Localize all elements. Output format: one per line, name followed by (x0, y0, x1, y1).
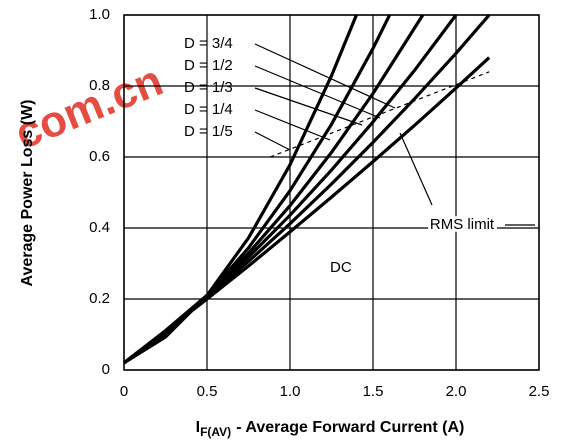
y-tick-label: 0.4 (89, 219, 110, 236)
series-label: D = 1/5 (184, 123, 233, 140)
x-tick-label: 1.5 (363, 383, 384, 400)
x-axis-symbol: I (196, 419, 200, 436)
y-tick-label: 0.2 (89, 290, 110, 307)
leader-line (399, 132, 433, 206)
plot-frame (123, 14, 540, 371)
y-tick-label: 0 (102, 361, 110, 378)
x-tick-label: 0.5 (197, 383, 218, 400)
leader-line (254, 43, 396, 109)
rms-limit-line (269, 71, 490, 158)
y-axis-title: Average Power Loss (W) (19, 99, 36, 286)
series-line (123, 14, 358, 365)
x-axis-subscript: F(AV) (200, 425, 231, 439)
leader-line (254, 65, 381, 119)
y-tick-label: 0.8 (89, 77, 110, 94)
x-tick-label: 2.5 (529, 383, 550, 400)
y-tick-label: 1.0 (89, 6, 110, 23)
x-tick-label: 1.0 (280, 383, 301, 400)
leader-line (254, 87, 363, 126)
series-label: D = 1/3 (184, 79, 233, 96)
series-label: D = 1/4 (184, 101, 233, 118)
series-line (123, 56, 491, 365)
x-axis-title: IF(AV) - Average Forward Current (A) (196, 419, 465, 439)
x-tick-label: 0 (120, 383, 128, 400)
series-label: DC (330, 259, 352, 276)
x-tick-label: 2.0 (446, 383, 467, 400)
x-axis-text: - Average Forward Current (A) (236, 419, 464, 436)
series-label: RMS limit (430, 216, 495, 233)
leader-line (254, 131, 291, 151)
series-label: D = 3/4 (184, 35, 233, 52)
series-label: D = 1/2 (184, 57, 233, 74)
series-line (123, 14, 425, 365)
leader-line (254, 109, 331, 141)
y-tick-label: 0.6 (89, 148, 110, 165)
